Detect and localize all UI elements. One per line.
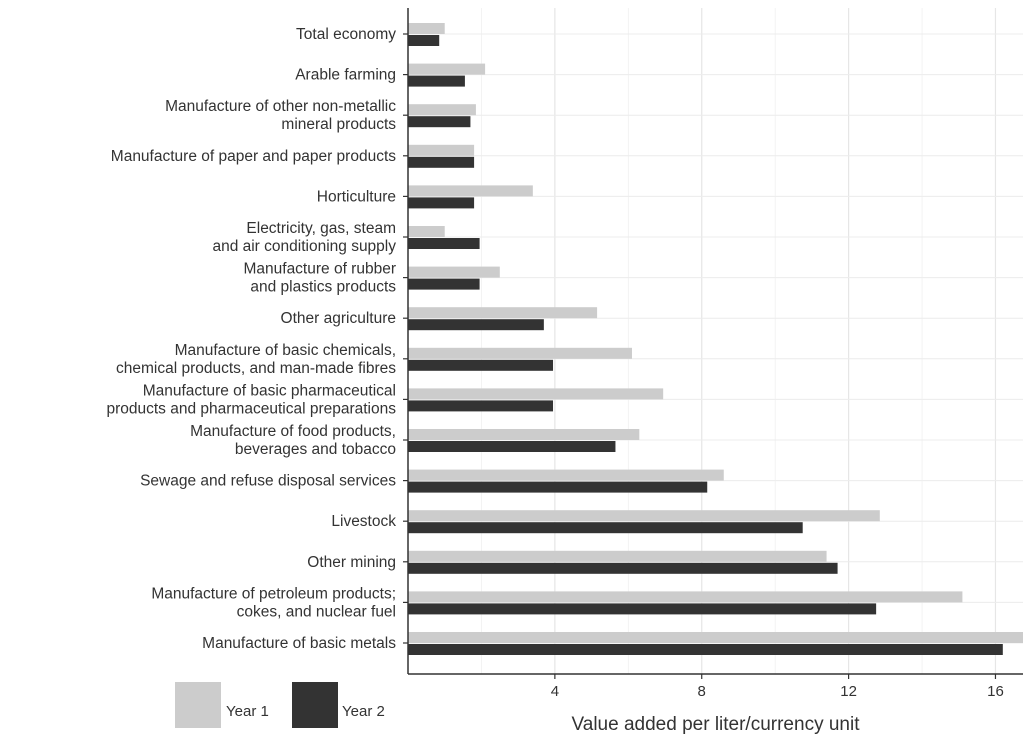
- bar-year-1-sewage-and-refuse-disposal-services: [408, 469, 724, 481]
- x-tick-label-8: 8: [698, 683, 706, 700]
- category-label-manufacture-of-basic-metals: Manufacture of basic metals: [202, 635, 396, 652]
- bar-year-2-manufacture-of-basic-chemicals-chemical-products-and-man-made-fibres: [408, 359, 554, 371]
- bar-year-1-manufacture-of-rubber-and-plastics-products: [408, 266, 500, 278]
- category-label-line: Horticulture: [317, 188, 396, 205]
- category-label-arable-farming: Arable farming: [295, 67, 396, 84]
- category-label-line: Other mining: [307, 554, 396, 571]
- bar-year-1-manufacture-of-paper-and-paper-products: [408, 144, 475, 156]
- category-label-manufacture-of-basic-chemicals-chemical-products-and-man-made-fibres: Manufacture of basic chemicals, chemical …: [116, 342, 396, 377]
- category-label-manufacture-of-petroleum-products-cokes-and-nuclear-fuel: Manufacture of petroleum products; cokes,…: [151, 585, 396, 620]
- x-axis-title: Value added per liter/currency unit: [572, 714, 861, 735]
- bar-year-2-total-economy: [408, 35, 440, 46]
- bar-year-1-total-economy: [408, 23, 445, 34]
- bar-year-2-manufacture-of-basic-metals: [408, 644, 1003, 655]
- x-tick-labels: 4 8 12 16: [551, 683, 1004, 700]
- bar-year-1-manufacture-of-basic-chemicals-chemical-products-and-man-made-fibres: [408, 347, 632, 359]
- bar-year-2-manufacture-of-food-products-beverages-and-tobacco: [408, 441, 616, 452]
- category-label-line: Manufacture of rubber: [243, 261, 396, 278]
- bar-year-1-manufacture-of-petroleum-products-cokes-and-nuclear-fuel: [408, 591, 963, 603]
- bar-year-2-manufacture-of-paper-and-paper-products: [408, 156, 475, 168]
- axes: [403, 8, 1023, 679]
- legend: Year 1 Year 2: [175, 682, 385, 728]
- category-label-line: Manufacture of paper and paper products: [111, 148, 396, 165]
- category-label-line: Manufacture of petroleum products;: [151, 585, 396, 602]
- category-label-manufacture-of-other-non-metallic-mineral-products: Manufacture of other non-metallic mineral…: [165, 98, 396, 133]
- category-label-line: beverages and tobacco: [235, 441, 396, 458]
- bar-year-1-manufacture-of-food-products-beverages-and-tobacco: [408, 429, 640, 440]
- bar-year-2-other-agriculture: [408, 319, 544, 331]
- category-label-line: Arable farming: [295, 67, 396, 84]
- legend-label-year-1: Year 1: [226, 703, 269, 720]
- bar-year-2-electricity-gas-steam-and-air-conditioning-supply: [408, 238, 480, 249]
- category-labels: Total economy Arable farming Manufacture o…: [106, 26, 396, 652]
- x-tick-label-4: 4: [551, 683, 559, 700]
- category-label-line: products and pharmaceutical preparations: [106, 400, 396, 417]
- category-label-line: Manufacture of other non-metallic: [165, 98, 396, 115]
- bar-year-2-livestock: [408, 522, 803, 534]
- grid: [408, 8, 1023, 674]
- bar-year-2-arable-farming: [408, 75, 465, 87]
- x-tick-label-12: 12: [840, 683, 857, 700]
- category-label-line: Sewage and refuse disposal services: [140, 473, 396, 490]
- bar-year-1-manufacture-of-other-non-metallic-mineral-products: [408, 104, 476, 116]
- category-label-line: mineral products: [281, 116, 396, 133]
- category-label-manufacture-of-rubber-and-plastics-products: Manufacture of rubber and plastics produc…: [243, 261, 396, 296]
- category-label-line: Manufacture of basic pharmaceutical: [143, 382, 396, 399]
- legend-label-year-2: Year 2: [342, 703, 385, 720]
- bars: [408, 23, 1023, 655]
- category-label-electricity-gas-steam-and-air-conditioning-supply: Electricity, gas, steam and air condition…: [212, 220, 396, 255]
- category-label-line: and air conditioning supply: [212, 238, 396, 255]
- category-label-line: Manufacture of basic metals: [202, 635, 396, 652]
- bar-year-1-other-mining: [408, 550, 827, 562]
- bar-year-2-other-mining: [408, 562, 838, 574]
- x-tick-label-16: 16: [987, 683, 1004, 700]
- legend-swatch-year-2: [292, 682, 338, 728]
- category-label-line: chemical products, and man-made fibres: [116, 360, 396, 377]
- category-label-other-agriculture: Other agriculture: [281, 310, 396, 327]
- category-label-total-economy: Total economy: [296, 26, 396, 43]
- category-label-line: Livestock: [331, 513, 396, 530]
- category-label-manufacture-of-basic-pharmaceutical-products-and-pharmaceutical-preparations: Manufacture of basic pharmaceutical produ…: [106, 382, 396, 417]
- category-label-line: Total economy: [296, 26, 396, 43]
- category-label-other-mining: Other mining: [307, 554, 396, 571]
- category-label-sewage-and-refuse-disposal-services: Sewage and refuse disposal services: [140, 473, 396, 490]
- bar-year-1-arable-farming: [408, 63, 486, 75]
- bar-year-1-manufacture-of-basic-pharmaceutical-products-and-pharmaceutical-preparations: [408, 388, 664, 400]
- bar-year-1-electricity-gas-steam-and-air-conditioning-supply: [408, 226, 445, 237]
- bar-year-2-sewage-and-refuse-disposal-services: [408, 481, 708, 493]
- category-label-line: and plastics products: [250, 279, 396, 296]
- category-label-line: Electricity, gas, steam: [246, 220, 396, 237]
- bar-year-1-manufacture-of-basic-metals: [408, 632, 1023, 643]
- legend-swatch-year-1: [175, 682, 221, 728]
- category-label-manufacture-of-food-products-beverages-and-tobacco: Manufacture of food products, beverages a…: [190, 423, 396, 458]
- category-label-line: cokes, and nuclear fuel: [237, 603, 396, 620]
- category-label-line: Manufacture of basic chemicals,: [175, 342, 396, 359]
- category-label-manufacture-of-paper-and-paper-products: Manufacture of paper and paper products: [111, 148, 396, 165]
- bar-year-1-horticulture: [408, 185, 533, 197]
- bar-year-2-manufacture-of-basic-pharmaceutical-products-and-pharmaceutical-preparations: [408, 400, 554, 412]
- bar-year-1-livestock: [408, 510, 880, 522]
- bar-year-2-manufacture-of-rubber-and-plastics-products: [408, 278, 480, 290]
- bar-year-2-horticulture: [408, 197, 475, 209]
- category-label-livestock: Livestock: [331, 513, 396, 530]
- category-label-line: Manufacture of food products,: [190, 423, 396, 440]
- bar-year-2-manufacture-of-other-non-metallic-mineral-products: [408, 116, 471, 128]
- bar-year-2-manufacture-of-petroleum-products-cokes-and-nuclear-fuel: [408, 603, 877, 615]
- category-label-horticulture: Horticulture: [317, 188, 396, 205]
- category-label-line: Other agriculture: [281, 310, 396, 327]
- bar-year-1-other-agriculture: [408, 307, 598, 319]
